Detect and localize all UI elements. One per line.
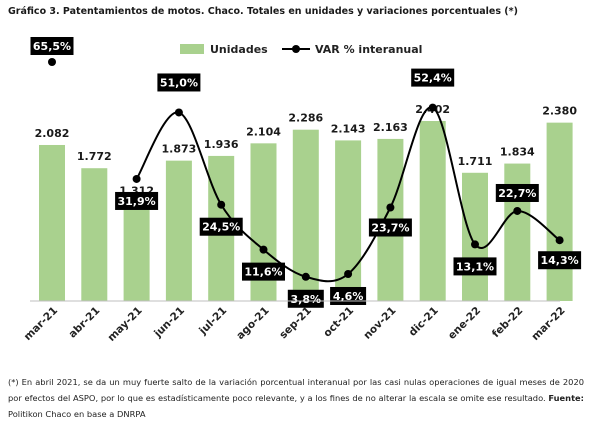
var-label-bg-ago-21 (242, 262, 285, 281)
x-tick-may-21: may-21 (105, 305, 144, 344)
var-label-dic-21: 52,4% (414, 72, 452, 85)
legend-swatch-unidades (180, 44, 204, 54)
bar-label-abr-21: 1.772 (77, 150, 112, 163)
var-label-bg-jul-21 (199, 217, 243, 236)
var-point-ago-21 (259, 245, 268, 254)
bar-label-nov-21: 2.163 (373, 121, 408, 134)
var-label-bg-feb-22 (495, 183, 539, 202)
var-label-sep-21: 3,8% (291, 293, 322, 306)
x-tick-mar-21: mar-21 (22, 305, 60, 343)
x-tick-ene-22: ene-22 (446, 305, 483, 342)
legend-label-unidades: Unidades (210, 43, 268, 56)
x-tick-jun-21: jun-21 (151, 305, 187, 341)
bar-label-ene-22: 1.711 (458, 155, 493, 168)
var-point-oct-21 (344, 269, 353, 278)
var-label-bg-dic-21 (411, 68, 455, 87)
var-point-sep-21 (301, 272, 310, 281)
x-tick-abr-21: abr-21 (67, 305, 103, 341)
var-label-may-21: 31,9% (118, 195, 156, 208)
bar-label-feb-22: 1.834 (500, 146, 535, 159)
var-point-feb-22 (513, 206, 522, 215)
var-label-nov-21: 23,7% (371, 222, 409, 235)
x-tick-feb-22: feb-22 (490, 305, 525, 340)
bar-may-21 (123, 202, 150, 301)
var-label-bg-nov-21 (368, 218, 412, 237)
bar-jun-21 (165, 160, 192, 301)
x-tick-dic-21: dic-21 (407, 305, 441, 339)
var-line (135, 106, 561, 283)
bar-mar-22 (546, 122, 573, 302)
var-point-jun-21 (174, 108, 183, 117)
var-label-ago-21: 11,6% (244, 266, 282, 279)
x-tick-mar-22: mar-22 (529, 305, 567, 343)
var-label-bg-ene-22 (453, 257, 497, 276)
bar-label-jun-21: 1.873 (162, 143, 197, 156)
var-label-bg-mar-21 (30, 37, 74, 55)
bar-ene-22 (462, 172, 488, 301)
source-label: Fuente: (548, 393, 584, 403)
bar-label-jul-21: 1.936 (204, 138, 239, 151)
var-label-bg-jun-21 (157, 73, 201, 92)
line-labels: 65,5% 31,9% 51,0% 24,5% 11,6% 3,8% 4,6% 23,7% 52… (30, 37, 582, 308)
var-label-bg-mar-22 (538, 251, 582, 270)
x-tick-jul-21: jul-21 (196, 305, 229, 338)
x-tick-nov-21: nov-21 (361, 305, 398, 342)
var-point-nov-21 (386, 203, 395, 212)
legend: Unidades VAR % interanual (180, 43, 422, 56)
var-point-dic-21 (428, 103, 437, 112)
legend-marker-var (292, 45, 300, 53)
bar-label-mar-22: 2.380 (542, 105, 577, 118)
var-point-mar-22 (555, 236, 564, 245)
bar-label-sep-21: 2.286 (288, 112, 323, 125)
legend-label-var: VAR % interanual (315, 43, 422, 56)
var-label-bg-may-21 (115, 191, 159, 210)
x-tick-sep-21: sep-21 (277, 305, 314, 342)
source-text: Politikon Chaco en base a DNRPA (8, 409, 146, 419)
var-label-jul-21: 24,5% (202, 221, 240, 234)
var-point-jul-21 (217, 200, 226, 209)
footnote-text: (*) En abril 2021, se da un muy fuerte s… (8, 377, 584, 403)
bar-mar-21 (39, 144, 65, 301)
var-label-mar-22: 14,3% (541, 254, 579, 267)
line-series (48, 58, 564, 283)
var-label-bg-sep-21 (287, 289, 324, 308)
var-label-bg-oct-21 (330, 286, 367, 305)
var-label-oct-21: 4,6% (333, 290, 364, 303)
chart: Unidades VAR % interanual 2.0821.7721.312… (22, 37, 582, 344)
bar-abr-21 (81, 168, 108, 301)
var-point-mar-21 (48, 58, 56, 66)
chart-title: Gráfico 3. Patentamientos de motos. Chac… (8, 6, 518, 17)
footnote: (*) En abril 2021, se da un muy fuerte s… (8, 374, 584, 422)
var-label-jun-21: 51,0% (160, 76, 198, 89)
var-point-ene-22 (471, 240, 479, 249)
x-tick-ago-21: ago-21 (234, 305, 271, 342)
bar-label-mar-21: 2.082 (35, 127, 70, 140)
var-label-feb-22: 22,7% (498, 187, 536, 200)
bar-dic-21 (419, 121, 446, 301)
bar-label-oct-21: 2.143 (331, 122, 366, 135)
x-tick-oct-21: oct-21 (321, 305, 356, 340)
var-label-ene-22: 13,1% (456, 260, 494, 273)
var-label-mar-21: 65,5% (33, 40, 71, 53)
bar-label-ago-21: 2.104 (246, 125, 281, 138)
var-point-may-21 (132, 174, 141, 183)
